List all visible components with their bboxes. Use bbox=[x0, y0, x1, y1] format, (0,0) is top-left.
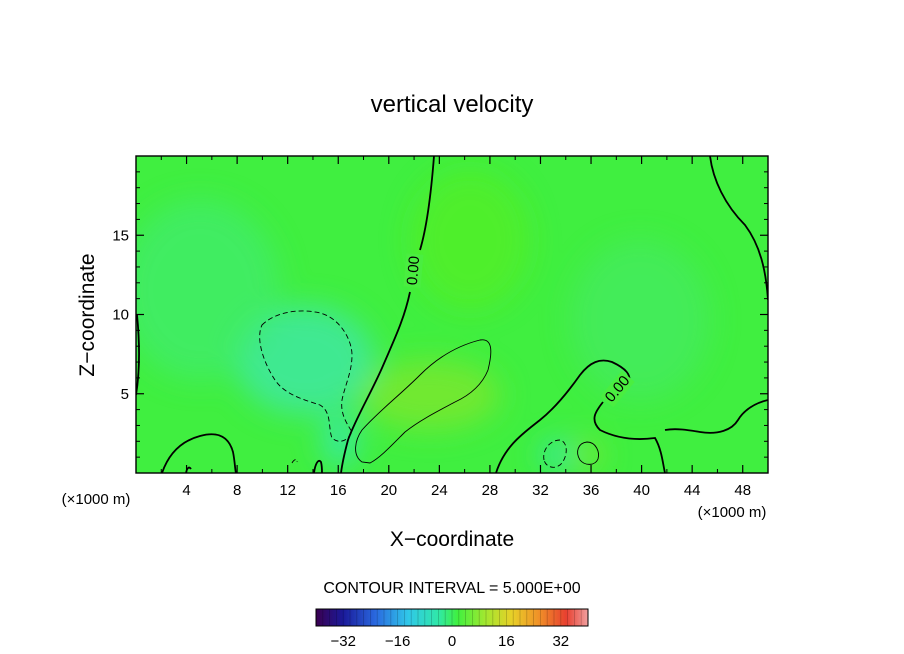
contour-label: 0.00 bbox=[404, 255, 423, 286]
colorbar-gradient bbox=[316, 609, 588, 626]
colorbar-tick-label: 32 bbox=[552, 633, 569, 650]
contour-label-knockout bbox=[600, 370, 635, 408]
colorbar-tick-label: −32 bbox=[330, 633, 355, 650]
y-axis-ticks: 5 10 15 bbox=[112, 171, 768, 458]
x-tick-label: 8 bbox=[233, 482, 241, 499]
colorbar-tick-label: −16 bbox=[385, 633, 410, 650]
x-tick-label: 12 bbox=[279, 482, 296, 499]
colorbar-tick-label: 0 bbox=[448, 633, 456, 650]
y-tick-label: 5 bbox=[121, 386, 129, 403]
neutral-shading bbox=[570, 240, 710, 400]
colorbar: −32 −16 0 16 32 bbox=[315, 608, 589, 650]
x-tick-label: 4 bbox=[182, 482, 190, 499]
downdraft-shading bbox=[542, 441, 570, 469]
positive-contour-line bbox=[577, 441, 599, 465]
zero-contour-line bbox=[136, 314, 141, 396]
updraft-shading bbox=[574, 441, 602, 469]
downdraft-shading bbox=[322, 412, 358, 468]
colorbar-tick-label: 16 bbox=[498, 633, 515, 650]
colorbar-frame bbox=[315, 608, 589, 627]
updraft-shading bbox=[360, 360, 500, 430]
x-tick-label: 32 bbox=[532, 482, 549, 499]
x-tick-label: 24 bbox=[431, 482, 448, 499]
negative-contour-line bbox=[259, 310, 353, 442]
x-tick-label: 48 bbox=[734, 482, 751, 499]
negative-contours bbox=[259, 310, 567, 468]
x-unit-left: (×1000 m) bbox=[62, 491, 131, 508]
x-tick-label: 44 bbox=[684, 482, 701, 499]
zero-contour-line bbox=[709, 156, 768, 301]
zero-contour-line bbox=[161, 433, 237, 473]
zero-contour-line bbox=[664, 399, 768, 434]
x-tick-label: 28 bbox=[482, 482, 499, 499]
y-tick-label: 10 bbox=[112, 307, 129, 324]
shading-anomalies bbox=[136, 170, 710, 469]
contour-interval-text: CONTOUR INTERVAL = 5.000E+00 bbox=[323, 580, 580, 597]
zero-contour-line bbox=[313, 460, 323, 473]
updraft-shading bbox=[410, 170, 530, 310]
zero-contour-line bbox=[495, 359, 666, 473]
zero-contour-line bbox=[340, 156, 435, 473]
colorbar-ticks: −32 −16 0 16 32 bbox=[330, 633, 569, 650]
x-axis-ticks: 4 8 12 16 20 24 28 32 36 40 44 48 bbox=[160, 156, 751, 499]
x-tick-label: 36 bbox=[583, 482, 600, 499]
neutral-shading bbox=[136, 200, 280, 380]
y-axis-label: Z−coordinate bbox=[76, 253, 99, 376]
x-tick-label: 20 bbox=[380, 482, 397, 499]
plot-field: 0.00 0.00 bbox=[136, 156, 768, 473]
negative-contour-line bbox=[543, 439, 567, 468]
negative-contour-line bbox=[291, 459, 298, 464]
colorbar-stripes bbox=[322, 609, 582, 626]
chart-title: vertical velocity bbox=[371, 91, 534, 118]
x-axis-label: X−coordinate bbox=[390, 528, 514, 551]
positive-contour-line bbox=[355, 339, 492, 464]
contour-label-group: 0.00 bbox=[403, 253, 424, 288]
x-tick-label: 40 bbox=[633, 482, 650, 499]
contour-label-knockout bbox=[403, 253, 424, 288]
zero-contours bbox=[136, 156, 768, 473]
positive-contours bbox=[355, 339, 599, 465]
y-tick-label: 15 bbox=[112, 227, 129, 244]
x-unit-right: (×1000 m) bbox=[698, 504, 767, 521]
x-tick-label: 16 bbox=[330, 482, 347, 499]
